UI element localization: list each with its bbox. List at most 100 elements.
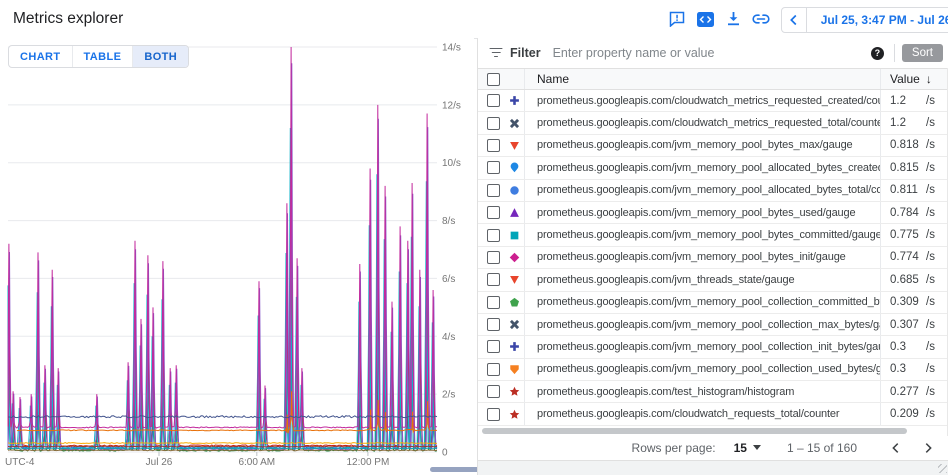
row-checkbox[interactable] bbox=[487, 228, 500, 242]
metric-unit: /s bbox=[926, 161, 935, 174]
metric-value: 0.277 bbox=[890, 385, 919, 398]
x-axis-tick-label: 6:00 AM bbox=[238, 457, 275, 468]
next-page-button[interactable] bbox=[919, 439, 937, 457]
row-checkbox[interactable] bbox=[487, 385, 500, 399]
rows-per-page-label: Rows per page: bbox=[631, 440, 716, 455]
download-icon[interactable] bbox=[724, 10, 742, 28]
sort-button[interactable]: Sort bbox=[901, 44, 943, 62]
y-axis-tick-label: 10/s bbox=[442, 158, 461, 169]
tri-down-marker-icon bbox=[510, 141, 519, 150]
row-checkbox[interactable] bbox=[487, 318, 500, 332]
row-checkbox[interactable] bbox=[487, 161, 500, 175]
filter-input[interactable] bbox=[550, 45, 861, 61]
row-checkbox[interactable] bbox=[487, 116, 500, 130]
chevron-left-icon bbox=[789, 14, 797, 26]
row-checkbox[interactable] bbox=[487, 250, 500, 264]
table-row[interactable]: prometheus.googleapis.com/jvm_memory_poo… bbox=[478, 291, 947, 314]
header-actions bbox=[668, 0, 770, 38]
table-hscrollbar bbox=[478, 426, 947, 436]
feedback-icon[interactable] bbox=[668, 10, 686, 28]
filter-icon bbox=[489, 47, 503, 59]
chart-hscrollbar-thumb[interactable] bbox=[430, 467, 484, 472]
caret-down-icon bbox=[752, 445, 761, 451]
metric-value: 0.818 bbox=[890, 139, 919, 152]
table-row[interactable]: prometheus.googleapis.com/cloudwatch_req… bbox=[478, 403, 947, 426]
row-checkbox[interactable] bbox=[487, 138, 500, 152]
page-title: Metrics explorer bbox=[13, 10, 124, 27]
table-row[interactable]: prometheus.googleapis.com/jvm_memory_poo… bbox=[478, 224, 947, 247]
sort-descending-icon[interactable]: ↓ bbox=[925, 72, 932, 86]
table-row[interactable]: prometheus.googleapis.com/jvm_memory_poo… bbox=[478, 157, 947, 180]
metric-unit: /s bbox=[926, 206, 935, 219]
row-checkbox[interactable] bbox=[487, 340, 500, 354]
metric-value: 1.2 bbox=[890, 94, 906, 107]
metric-name: prometheus.googleapis.com/jvm_memory_poo… bbox=[537, 318, 880, 331]
table-row[interactable]: prometheus.googleapis.com/jvm_threads_st… bbox=[478, 269, 947, 292]
series-darkred bbox=[7, 445, 438, 448]
previous-page-button[interactable] bbox=[887, 439, 905, 457]
metric-unit: /s bbox=[926, 184, 935, 197]
tab-both[interactable]: BOTH bbox=[132, 46, 189, 67]
collapse-time-panel-button[interactable] bbox=[782, 8, 807, 32]
row-checkbox[interactable] bbox=[487, 295, 500, 309]
row-checkbox[interactable] bbox=[487, 94, 500, 108]
series-amber bbox=[7, 442, 438, 445]
series-orange bbox=[16, 391, 438, 434]
table-row[interactable]: prometheus.googleapis.com/cloudwatch_met… bbox=[478, 90, 947, 113]
table-row[interactable]: prometheus.googleapis.com/cloudwatch_met… bbox=[478, 112, 947, 135]
pagination-range: 1 – 15 of 160 bbox=[786, 440, 857, 455]
tab-chart[interactable]: CHART bbox=[20, 50, 61, 63]
row-checkbox[interactable] bbox=[487, 407, 500, 421]
app-header: Metrics explorer Jul 25, 3:47 PM - Jul 2… bbox=[0, 0, 948, 39]
series-brown bbox=[7, 449, 438, 452]
square-marker-icon bbox=[510, 231, 519, 239]
value-column-header[interactable]: Value ↓ bbox=[880, 69, 947, 89]
plus-marker-icon bbox=[510, 96, 519, 106]
metric-value: 0.775 bbox=[890, 229, 919, 242]
link-icon[interactable] bbox=[752, 10, 770, 28]
table-row[interactable]: prometheus.googleapis.com/jvm_memory_poo… bbox=[478, 246, 947, 270]
table-row[interactable]: prometheus.googleapis.com/jvm_memory_poo… bbox=[478, 358, 947, 382]
metric-value: 0.209 bbox=[890, 408, 919, 421]
diamond-marker-icon bbox=[509, 252, 520, 263]
y-axis-tick-label: 4/s bbox=[442, 332, 455, 343]
metric-name: prometheus.googleapis.com/jvm_memory_poo… bbox=[537, 229, 880, 242]
pent-up-marker-icon bbox=[510, 297, 519, 307]
table-row[interactable]: prometheus.googleapis.com/test_histogram… bbox=[478, 381, 947, 404]
timezone-label: UTC-4 bbox=[5, 457, 35, 468]
y-axis-tick-label: 6/s bbox=[442, 274, 455, 285]
metrics-chart: 14/s 12/s 10/s 8/s 6/s 4/s 2/s 0 Jul 26 6:00 AM 12… bbox=[5, 43, 461, 469]
code-icon[interactable] bbox=[696, 10, 714, 28]
tab-table[interactable]: TABLE bbox=[71, 46, 133, 67]
select-all-checkbox[interactable] bbox=[487, 72, 500, 86]
row-checkbox[interactable] bbox=[487, 206, 500, 220]
metric-name: prometheus.googleapis.com/jvm_memory_poo… bbox=[537, 161, 880, 174]
help-icon[interactable]: ? bbox=[870, 46, 884, 60]
metric-unit: /s bbox=[926, 273, 935, 286]
metric-value: 0.3 bbox=[890, 363, 906, 376]
metric-value: 0.307 bbox=[890, 318, 919, 331]
table-row[interactable]: prometheus.googleapis.com/jvm_memory_poo… bbox=[478, 179, 947, 202]
metric-name: prometheus.googleapis.com/jvm_memory_poo… bbox=[537, 296, 880, 309]
y-axis-tick-label: 0 bbox=[442, 448, 448, 459]
rows-per-page-select[interactable]: 15 bbox=[734, 441, 761, 455]
metric-value: 0.811 bbox=[890, 184, 918, 197]
metric-value: 0.3 bbox=[890, 340, 906, 353]
metric-unit: /s bbox=[926, 363, 935, 376]
row-checkbox[interactable] bbox=[487, 183, 500, 197]
metric-name: prometheus.googleapis.com/jvm_memory_poo… bbox=[537, 206, 856, 219]
time-range-display[interactable]: Jul 25, 3:47 PM - Jul 26, 3:4 bbox=[807, 13, 948, 27]
time-range-control[interactable]: Jul 25, 3:47 PM - Jul 26, 3:4 bbox=[781, 7, 948, 33]
row-checkbox[interactable] bbox=[487, 362, 500, 376]
row-checkbox[interactable] bbox=[487, 273, 500, 287]
table-hscrollbar-thumb[interactable] bbox=[482, 427, 907, 434]
table-row[interactable]: prometheus.googleapis.com/jvm_memory_poo… bbox=[478, 313, 947, 337]
resize-handle[interactable] bbox=[938, 464, 947, 473]
table-row[interactable]: prometheus.googleapis.com/jvm_memory_poo… bbox=[478, 134, 947, 158]
tri-up-marker-icon bbox=[510, 208, 519, 218]
table-row[interactable]: prometheus.googleapis.com/jvm_memory_poo… bbox=[478, 201, 947, 225]
metric-value: 0.309 bbox=[890, 296, 919, 309]
table-row[interactable]: prometheus.googleapis.com/jvm_memory_poo… bbox=[478, 336, 947, 359]
metric-value: 0.815 bbox=[890, 161, 919, 174]
xstar-marker-icon bbox=[509, 118, 520, 128]
